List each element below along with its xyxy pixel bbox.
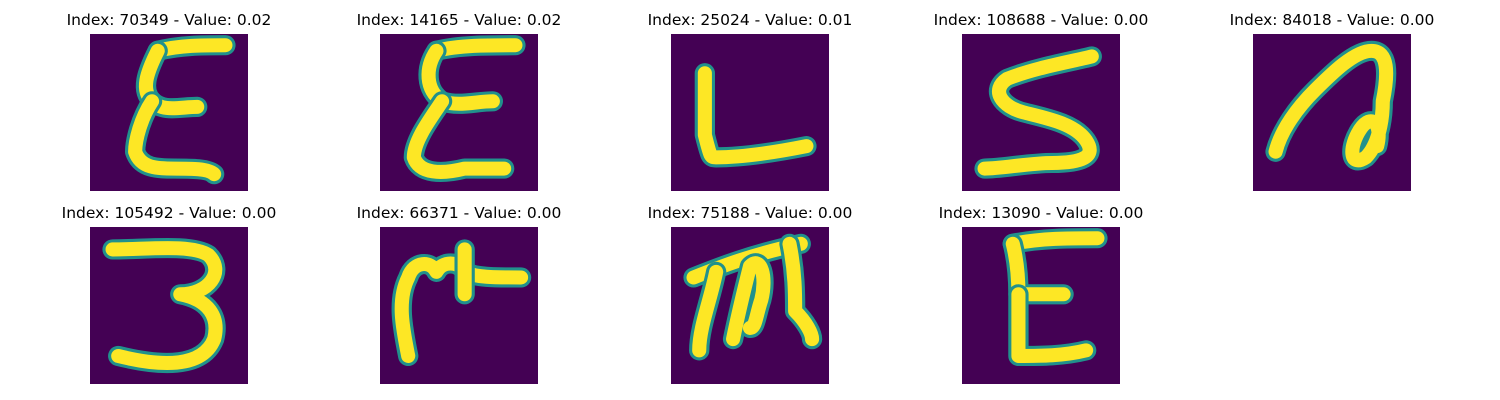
glyph-stroke (692, 264, 724, 358)
panel-title: Index: 75188 - Value: 0.00 (647, 204, 853, 222)
panel-4: Index: 108688 - Value: 0.00 (931, 10, 1151, 195)
panel-title: Index: 66371 - Value: 0.00 (356, 204, 562, 222)
handwritten-glyph-image (90, 227, 248, 384)
glyph-stroke (150, 38, 233, 58)
glyph-stroke (1268, 43, 1394, 168)
glyph-stroke (429, 38, 523, 58)
panel-title: Index: 14165 - Value: 0.02 (356, 11, 562, 29)
panel-3: Index: 25024 - Value: 0.01 (640, 10, 860, 195)
panel-title: Index: 25024 - Value: 0.01 (647, 11, 853, 29)
glyph-stroke (105, 241, 223, 370)
panel-7: Index: 66371 - Value: 0.00 (349, 203, 569, 388)
glyph-stroke (406, 94, 512, 179)
handwritten-glyph-image (962, 227, 1120, 384)
handwritten-glyph-image (671, 34, 829, 191)
handwritten-glyph-image (1253, 34, 1411, 191)
glyph-stroke (782, 236, 820, 347)
glyph-stroke (726, 256, 771, 347)
handwritten-glyph-image (962, 34, 1120, 191)
panel-6: Index: 105492 - Value: 0.00 (59, 203, 279, 388)
panel-title: Index: 108688 - Value: 0.00 (933, 11, 1149, 29)
panel-title: Index: 70349 - Value: 0.02 (66, 11, 272, 29)
panel-2: Index: 14165 - Value: 0.02 (349, 10, 569, 195)
glyph-stroke (1011, 287, 1094, 363)
glyph-stroke (697, 66, 814, 165)
panel-title: Index: 13090 - Value: 0.00 (938, 204, 1144, 222)
panel-9: Index: 13090 - Value: 0.00 (931, 203, 1151, 388)
panel-8: Index: 75188 - Value: 0.00 (640, 203, 860, 388)
handwritten-glyph-image (380, 34, 538, 191)
handwritten-glyph-image (90, 34, 248, 191)
handwritten-glyph-image (671, 227, 829, 384)
glyph-stroke (128, 94, 222, 182)
panel-title: Index: 84018 - Value: 0.00 (1229, 11, 1435, 29)
panel-5: Index: 84018 - Value: 0.00 (1222, 10, 1442, 195)
handwritten-glyph-image (380, 227, 538, 384)
panel-1: Index: 70349 - Value: 0.02 (59, 10, 279, 195)
panel-title: Index: 105492 - Value: 0.00 (61, 204, 277, 222)
glyph-stroke (1005, 231, 1105, 251)
glyph-stroke (977, 49, 1099, 176)
